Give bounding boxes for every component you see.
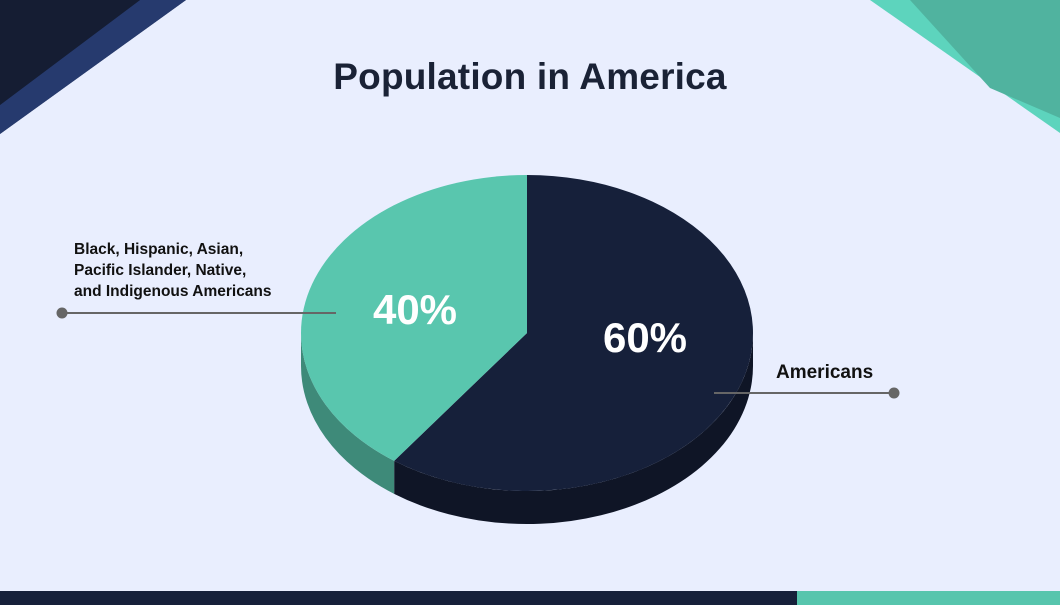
- label-line-3: and Indigenous Americans: [74, 283, 272, 300]
- leader-line-minority-dot: [56, 307, 68, 319]
- pie-slice-minority: [301, 175, 527, 461]
- label-americans: Americans: [776, 362, 874, 383]
- pie-side-minority: [301, 333, 395, 494]
- leader-line-americans-dot: [888, 387, 900, 399]
- pie-side-americans: [394, 333, 753, 524]
- footer-bar-teal: [797, 591, 1060, 605]
- chart-title: Population in America: [333, 56, 727, 97]
- footer-bar-dark: [0, 591, 797, 605]
- top-left-darkest-shape: [0, 0, 140, 105]
- pie-slice-americans: [394, 175, 754, 492]
- slice-value-label-minority: 40%: [373, 286, 457, 333]
- label-line-2: Pacific Islander, Native,: [74, 262, 247, 279]
- slice-value-label-americans: 60%: [603, 314, 687, 361]
- label-line-1: Black, Hispanic, Asian,: [74, 241, 244, 258]
- top-left-blue-shape: [0, 0, 186, 134]
- top-right-teal-dark-shape: [910, 0, 1060, 118]
- label-minority-groups: Black, Hispanic, Asian, Pacific Islander…: [74, 239, 314, 302]
